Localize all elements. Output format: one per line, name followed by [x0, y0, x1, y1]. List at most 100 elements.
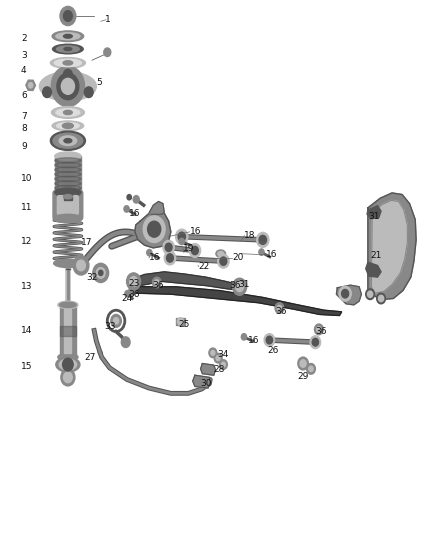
- Ellipse shape: [50, 58, 85, 68]
- Text: 34: 34: [217, 351, 228, 359]
- Circle shape: [155, 280, 159, 285]
- Circle shape: [143, 216, 165, 243]
- Circle shape: [309, 366, 313, 372]
- Ellipse shape: [60, 302, 76, 308]
- Text: 36: 36: [128, 290, 139, 298]
- Circle shape: [165, 243, 172, 252]
- Bar: [55, 156, 81, 192]
- Polygon shape: [149, 201, 164, 214]
- Circle shape: [64, 69, 72, 80]
- Text: 11: 11: [21, 204, 32, 212]
- Ellipse shape: [55, 172, 81, 177]
- Text: 15: 15: [21, 362, 32, 371]
- Text: 26: 26: [267, 346, 279, 355]
- Text: 4: 4: [21, 66, 27, 75]
- Circle shape: [176, 229, 188, 244]
- Bar: [64, 309, 71, 353]
- Circle shape: [259, 249, 264, 255]
- Circle shape: [177, 318, 184, 325]
- Circle shape: [378, 295, 384, 302]
- Circle shape: [189, 244, 201, 257]
- Ellipse shape: [56, 357, 80, 372]
- Ellipse shape: [57, 46, 79, 52]
- Text: 33: 33: [104, 322, 116, 331]
- FancyBboxPatch shape: [53, 190, 83, 220]
- Bar: [64, 193, 72, 200]
- Ellipse shape: [63, 61, 73, 65]
- Polygon shape: [367, 206, 381, 219]
- Circle shape: [28, 83, 33, 88]
- Circle shape: [339, 286, 351, 301]
- Text: 23: 23: [128, 279, 139, 287]
- Circle shape: [113, 318, 119, 324]
- Text: 16: 16: [149, 254, 160, 262]
- Text: 3: 3: [21, 51, 27, 60]
- Circle shape: [221, 362, 225, 367]
- Text: 5: 5: [96, 78, 102, 87]
- Circle shape: [179, 238, 184, 245]
- Circle shape: [63, 358, 73, 371]
- Polygon shape: [129, 272, 240, 290]
- Ellipse shape: [55, 176, 81, 182]
- Circle shape: [342, 289, 349, 298]
- Text: 27: 27: [85, 353, 96, 361]
- Circle shape: [233, 278, 247, 295]
- Text: 13: 13: [21, 282, 32, 291]
- Circle shape: [99, 270, 103, 276]
- Circle shape: [312, 338, 318, 346]
- Ellipse shape: [64, 139, 72, 143]
- Text: 29: 29: [297, 372, 308, 381]
- Circle shape: [61, 78, 74, 94]
- Circle shape: [133, 196, 139, 203]
- Circle shape: [236, 282, 244, 292]
- Circle shape: [178, 232, 185, 241]
- Ellipse shape: [59, 136, 77, 146]
- Text: 7: 7: [21, 112, 27, 120]
- Polygon shape: [336, 285, 361, 305]
- Ellipse shape: [57, 123, 79, 129]
- Circle shape: [366, 289, 374, 300]
- Circle shape: [218, 254, 229, 268]
- Text: 19: 19: [183, 245, 194, 253]
- Text: 22: 22: [198, 262, 210, 271]
- Text: 21: 21: [370, 252, 381, 260]
- Ellipse shape: [52, 107, 84, 118]
- Text: 8: 8: [21, 125, 27, 133]
- Text: 18: 18: [244, 231, 256, 240]
- Ellipse shape: [53, 44, 83, 54]
- Bar: [60, 305, 76, 357]
- Text: 20: 20: [232, 254, 244, 262]
- Circle shape: [125, 290, 130, 297]
- Circle shape: [209, 348, 217, 358]
- Ellipse shape: [64, 110, 72, 115]
- Circle shape: [275, 303, 284, 313]
- Text: 16: 16: [129, 209, 141, 217]
- Text: 28: 28: [214, 366, 225, 374]
- Ellipse shape: [64, 195, 72, 199]
- Ellipse shape: [56, 109, 80, 116]
- Circle shape: [64, 11, 72, 21]
- Circle shape: [317, 327, 321, 332]
- Circle shape: [214, 353, 222, 363]
- Circle shape: [277, 305, 282, 311]
- Ellipse shape: [64, 47, 72, 51]
- Circle shape: [111, 314, 121, 327]
- Circle shape: [367, 291, 373, 297]
- Circle shape: [220, 257, 227, 265]
- Circle shape: [129, 287, 136, 295]
- Ellipse shape: [58, 301, 78, 309]
- Circle shape: [164, 251, 176, 265]
- Circle shape: [51, 66, 85, 107]
- Text: 36: 36: [315, 327, 327, 336]
- Circle shape: [314, 324, 323, 335]
- Ellipse shape: [55, 188, 81, 197]
- Bar: [60, 326, 76, 336]
- Circle shape: [211, 351, 215, 355]
- Polygon shape: [371, 200, 407, 293]
- Circle shape: [104, 48, 111, 56]
- Circle shape: [241, 334, 247, 340]
- Ellipse shape: [55, 152, 81, 160]
- Circle shape: [77, 260, 85, 271]
- FancyBboxPatch shape: [57, 196, 78, 215]
- Circle shape: [121, 337, 130, 348]
